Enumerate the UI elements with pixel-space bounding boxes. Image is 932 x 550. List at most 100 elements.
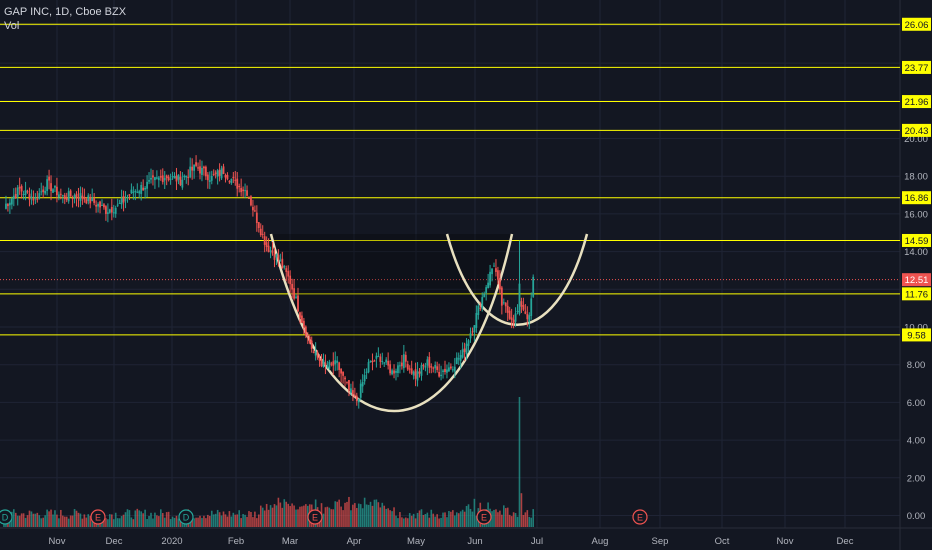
time-tick-label: Mar xyxy=(282,536,298,547)
volume-bar xyxy=(240,518,242,527)
candle-body xyxy=(385,359,388,363)
volume-bar xyxy=(301,506,303,527)
volume-bar xyxy=(85,517,88,527)
volume-bar xyxy=(420,509,423,527)
candle-body xyxy=(369,360,372,363)
volume-bar xyxy=(459,511,462,527)
volume-bar xyxy=(414,518,417,527)
price-tick-label: 4.00 xyxy=(907,436,926,447)
volume-bar xyxy=(422,515,425,527)
volume-bar xyxy=(348,496,350,527)
volume-bar xyxy=(473,498,476,527)
volume-bar xyxy=(379,507,382,527)
volume-bar xyxy=(30,511,33,527)
volume-bar xyxy=(234,514,237,527)
candle-body xyxy=(428,356,431,368)
candle-body xyxy=(138,191,141,194)
volume-bar xyxy=(293,505,295,527)
candle-body xyxy=(524,311,527,314)
level-price-tag xyxy=(902,191,931,205)
candle-body xyxy=(226,174,229,180)
candle-body xyxy=(459,355,462,361)
level-price-label: 21.96 xyxy=(905,97,929,108)
candle-body xyxy=(130,189,133,194)
candle-body xyxy=(522,305,525,310)
volume-bar xyxy=(332,509,335,527)
volume-bar xyxy=(205,518,207,527)
candle-body xyxy=(493,265,495,267)
candle-body xyxy=(332,361,335,366)
volume-bar xyxy=(265,503,268,527)
candle-body xyxy=(346,381,348,383)
volume-bar xyxy=(79,513,82,527)
candle-body xyxy=(201,167,203,175)
volume-bar xyxy=(228,511,231,527)
volume-bar xyxy=(144,509,146,527)
symbol-title[interactable]: GAP INC, 1D, Cboe BZX xyxy=(4,6,127,18)
volume-bar xyxy=(518,397,521,527)
volume-bar xyxy=(158,516,160,527)
candle-body xyxy=(530,298,533,316)
candle-body xyxy=(20,186,23,192)
candle-body xyxy=(383,362,386,364)
volume-bar xyxy=(209,515,211,527)
candle-body xyxy=(440,374,442,377)
level-price-tag xyxy=(902,60,931,74)
candle-body xyxy=(40,191,43,193)
candle-body xyxy=(173,176,176,179)
level-lines xyxy=(0,23,900,336)
candle-body xyxy=(361,382,364,387)
volume-bar xyxy=(114,512,117,527)
candle-body xyxy=(189,166,192,178)
volume-bar xyxy=(454,515,456,527)
volume-bar xyxy=(503,505,505,527)
volume-bar xyxy=(207,514,209,527)
volume-bar xyxy=(399,512,401,527)
level-price-tag xyxy=(902,328,931,342)
candle-body xyxy=(416,371,419,381)
candle-body xyxy=(99,201,101,208)
candle-body xyxy=(397,365,399,374)
volume-bar xyxy=(324,507,327,527)
volume-bar xyxy=(387,508,389,527)
candle-body xyxy=(367,362,370,373)
handle-curve xyxy=(445,233,589,326)
volume-bar xyxy=(344,502,346,527)
volume-bar xyxy=(283,499,286,527)
volume-bar xyxy=(522,515,525,527)
volume-bar xyxy=(356,508,358,527)
candle-body xyxy=(238,186,241,188)
candle-body xyxy=(381,361,384,363)
candles xyxy=(5,155,535,409)
candle-body xyxy=(451,369,454,371)
volume-bar xyxy=(510,516,513,527)
candle-body xyxy=(171,176,174,178)
candle-body xyxy=(510,317,513,320)
candle-body xyxy=(520,301,523,307)
time-tick-label: Nov xyxy=(777,536,794,547)
volume-bar xyxy=(201,518,203,527)
volume-bar xyxy=(75,510,78,527)
candle-body xyxy=(52,189,54,193)
candle-body xyxy=(395,370,397,373)
price-tick-label: 14.00 xyxy=(904,247,928,258)
candle-body xyxy=(483,293,486,298)
volume-bar xyxy=(152,518,154,527)
candle-body xyxy=(506,305,509,313)
candle-body xyxy=(422,364,425,367)
volume-bar xyxy=(216,509,219,527)
candle-body xyxy=(293,288,295,299)
volume-bar xyxy=(512,512,515,527)
candle-body xyxy=(240,187,243,193)
candle-body xyxy=(326,366,329,368)
volume-label[interactable]: Vol xyxy=(4,20,20,32)
candle-body xyxy=(89,197,92,204)
candle-body xyxy=(108,209,111,213)
candle-body xyxy=(81,195,84,199)
candle-body xyxy=(34,197,37,199)
candle-body xyxy=(518,283,521,314)
candle-body xyxy=(116,204,119,206)
level-price-tag xyxy=(902,95,931,109)
